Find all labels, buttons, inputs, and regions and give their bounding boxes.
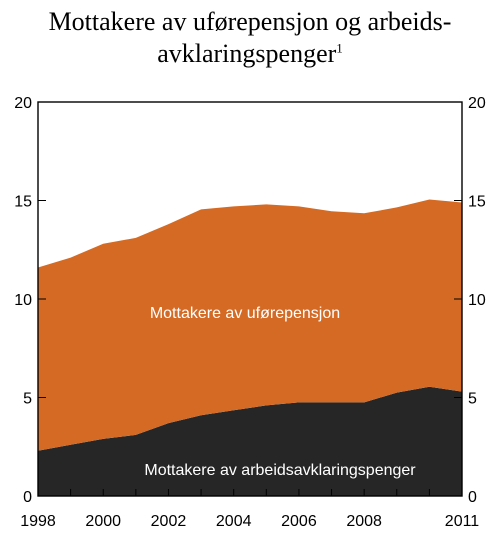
- y-tick-label-right: 10: [468, 292, 486, 309]
- footnote-marker: 1: [336, 40, 343, 56]
- x-tick-label: 2000: [85, 513, 121, 530]
- chart-title-line-2-text: avklaringspenger: [157, 39, 337, 68]
- y-tick-label-left: 20: [14, 95, 32, 112]
- axis-ticks: 0 0 5 5 10 10 15 15 20 20 1998 2000 2002 2004 2006 2008…: [14, 95, 486, 530]
- y-tick-label-right: 0: [468, 489, 477, 506]
- x-tick-label: 2008: [346, 513, 382, 530]
- x-tick-label: 2002: [151, 513, 187, 530]
- series-label-arbeidsavklaringspenger: Mottakere av arbeidsavklaringspenger: [144, 462, 416, 479]
- area-series-1: [38, 386, 462, 496]
- series-labels: Mottakere av uførepensjon Mottakere av ar…: [144, 305, 416, 479]
- series-label-uforepensjon: Mottakere av uførepensjon: [150, 305, 340, 322]
- x-tick-label: 2004: [216, 513, 252, 530]
- x-tick-label: 1998: [20, 513, 56, 530]
- x-tick-label: 2006: [281, 513, 317, 530]
- y-tick-label-right: 5: [468, 391, 477, 408]
- chart-title-line-1: Mottakere av uførepensjon og arbeids-: [48, 7, 452, 36]
- y-tick-label-left: 0: [23, 489, 32, 506]
- x-tick-label: 2011: [445, 513, 480, 530]
- area-layers: [38, 199, 462, 496]
- chart-title: Mottakere av uførepensjon og arbeids- av…: [0, 6, 500, 70]
- y-tick-label-left: 15: [14, 194, 32, 211]
- chart-title-line-2: avklaringspenger1: [0, 38, 500, 70]
- y-tick-label-right: 15: [468, 194, 486, 211]
- y-tick-label-left: 10: [14, 292, 32, 309]
- area-series-2: [38, 199, 462, 451]
- y-tick-label-right: 20: [468, 95, 486, 112]
- y-tick-label-left: 5: [23, 391, 32, 408]
